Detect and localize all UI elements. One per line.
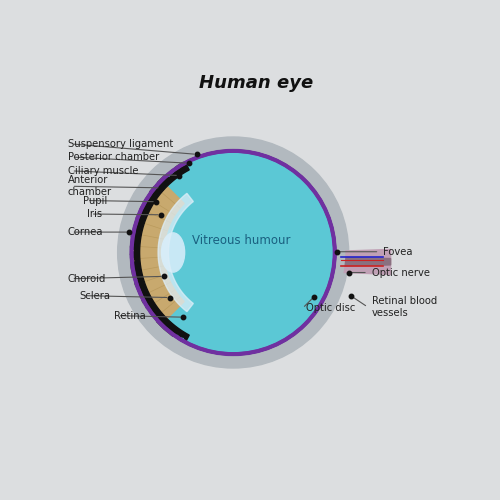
Text: Iris: Iris	[87, 209, 102, 219]
Circle shape	[132, 151, 335, 354]
Text: Sclera: Sclera	[79, 290, 110, 300]
Text: Optic disc: Optic disc	[306, 304, 356, 314]
Polygon shape	[132, 180, 184, 324]
Circle shape	[125, 144, 341, 360]
Text: Ciliary muscle: Ciliary muscle	[68, 166, 138, 176]
Text: Retina: Retina	[114, 310, 146, 320]
Polygon shape	[340, 250, 390, 274]
Ellipse shape	[162, 233, 184, 272]
Text: Optic nerve: Optic nerve	[372, 268, 430, 278]
Polygon shape	[158, 194, 194, 312]
Text: Cornea: Cornea	[68, 227, 103, 237]
Circle shape	[118, 137, 348, 368]
Polygon shape	[128, 160, 189, 342]
Text: Suspensory ligament: Suspensory ligament	[68, 139, 173, 149]
Text: Pupil: Pupil	[83, 196, 107, 205]
Text: Human eye: Human eye	[199, 74, 314, 92]
Text: Fovea: Fovea	[384, 246, 413, 256]
Polygon shape	[340, 258, 390, 266]
Text: Retinal blood
vessels: Retinal blood vessels	[372, 296, 437, 318]
Text: Anterior
chamber: Anterior chamber	[68, 176, 112, 197]
Text: Choroid: Choroid	[68, 274, 106, 283]
Text: Vitreous humour: Vitreous humour	[192, 234, 290, 248]
Text: Posterior chamber: Posterior chamber	[68, 152, 159, 162]
